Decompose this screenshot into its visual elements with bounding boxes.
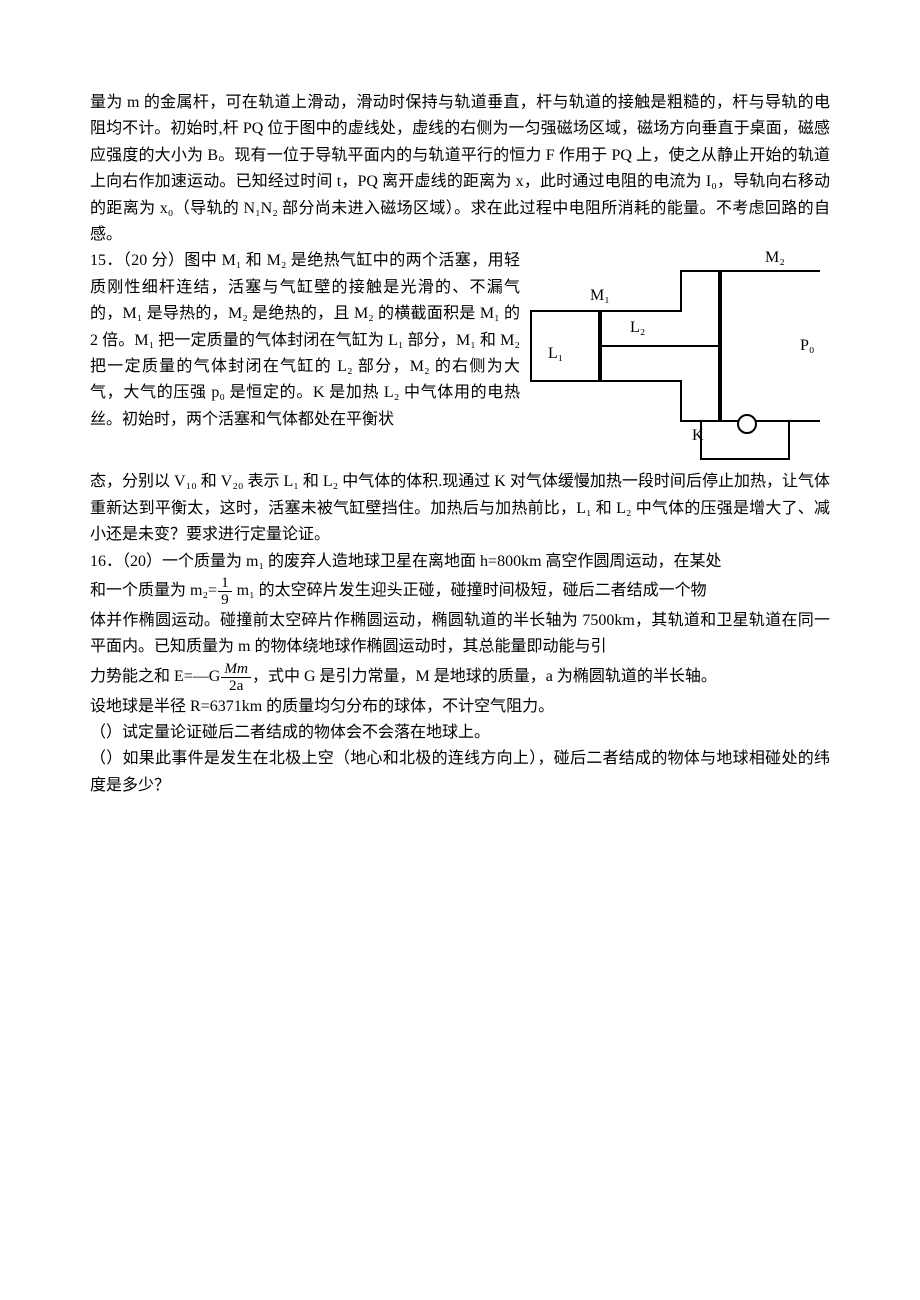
left-cyl-left [530, 310, 532, 382]
problem-16-line5: 设地球是半径 R=6371km 的质量均匀分布的球体，不计空气阻力。 [90, 694, 830, 720]
frac-den: 9 [218, 592, 232, 608]
connecting-rod [602, 345, 718, 347]
label-p0: P₀ [800, 338, 814, 354]
left-cyl-top [530, 310, 680, 312]
right-cyl-top [680, 270, 820, 272]
label-m1: M₁ [590, 288, 610, 304]
page: 量为 m 的金属杆，可在轨道上滑动，滑动时保持与轨道垂直，杆与轨道的接触是粗糙的… [0, 0, 920, 1300]
label-m2: M₂ [765, 250, 785, 266]
p16-l2a: 和一个质量为 m₂= [90, 582, 217, 599]
heater-coil-icon [737, 414, 757, 434]
problem-15-label: 15．（20 分） [90, 252, 184, 269]
heater-wire [700, 458, 790, 460]
problem-15-text-b: 态，分别以 V₁₀ 和 V₂₀ 表示 L₁ 和 L₂ 中气体的体积.现通过 K … [90, 469, 830, 548]
problem-15-body-a: 图中 M₁ 和 M₂ 是绝热气缸中的两个活塞，用轻质刚性细杆连结，活塞与气缸壁的… [90, 252, 520, 427]
problem-16-q1: （）试定量论证碰后二者结成的物体会不会落在地球上。 [90, 720, 830, 746]
frac-num: 1 [218, 575, 232, 592]
problem-16-label: 16．（20） [90, 553, 162, 570]
problem-16-line3: 体并作椭圆运动。碰撞前太空碎片作椭圆运动，椭圆轨道的半长轴为 7500km，其轨… [90, 608, 830, 661]
problem-16-line4: 力势能之和 E=—GMm2a，式中 G 是引力常量，M 是地球的质量，a 为椭圆… [90, 661, 830, 694]
step-bottom [680, 380, 682, 422]
problem-16-line2: 和一个质量为 m₂=19 m₁ 的太空碎片发生迎头正碰，碰撞时间极短，碰后二者结… [90, 575, 830, 608]
p16-l4a: 力势能之和 E=—G [90, 668, 220, 685]
left-cyl-bottom [530, 380, 680, 382]
problem-15-block: M₁ M₂ L₁ L₂ P₀ K 15．（20 分）图中 M₁ 和 M₂ 是绝热… [90, 248, 830, 469]
step-top [680, 270, 682, 312]
fraction-1-9: 19 [218, 575, 232, 608]
heater-lead-right [788, 420, 790, 460]
problem-14-continuation: 量为 m 的金属杆，可在轨道上滑动，滑动时保持与轨道垂直，杆与轨道的接触是粗糙的… [90, 90, 830, 248]
frac-num-2-text: Mm [224, 660, 248, 677]
label-k: K [692, 428, 704, 444]
problem-16-line1: 16．（20）一个质量为 m₁ 的废弃人造地球卫星在离地面 h=800km 高空… [90, 549, 830, 575]
p16-l1: 一个质量为 m₁ 的废弃人造地球卫星在离地面 h=800km 高空作圆周运动，在… [162, 553, 722, 570]
frac-den-2: 2a [221, 678, 251, 694]
label-l1: L₁ [548, 346, 563, 362]
p16-l4b: ，式中 G 是引力常量，M 是地球的质量，a 为椭圆轨道的半长轴。 [252, 668, 717, 685]
label-l2: L₂ [630, 320, 645, 336]
problem-16-q2: （）如果此事件是发生在北极上空（地心和北极的连线方向上），碰后二者结成的物体与地… [90, 746, 830, 799]
piston-m2 [718, 270, 722, 422]
cylinder-diagram: M₁ M₂ L₁ L₂ P₀ K [530, 250, 830, 465]
p16-l2b: m₁ 的太空碎片发生迎头正碰，碰撞时间极短，碰后二者结成一个物 [233, 582, 707, 599]
frac-num-2: Mm [221, 661, 251, 678]
fraction-Mm-2a: Mm2a [221, 661, 251, 694]
